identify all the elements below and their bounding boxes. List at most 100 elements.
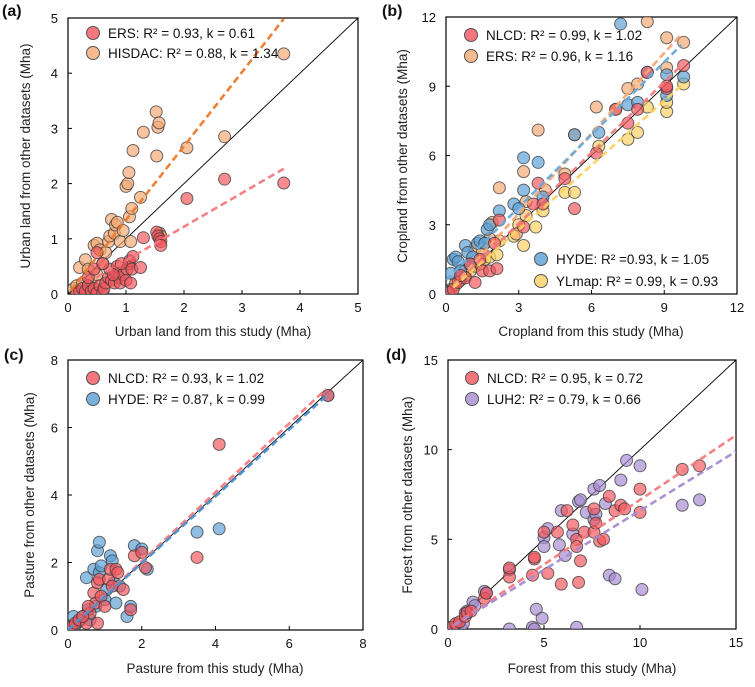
data-point-luh2 bbox=[620, 453, 634, 467]
data-point-hyde bbox=[517, 151, 531, 165]
y-axis-label: Forest from other datasets (Mha) bbox=[400, 396, 415, 593]
data-point-nlcd bbox=[554, 577, 568, 591]
legend-item: LUH2: R² = 0.79, k = 0.66 bbox=[465, 392, 641, 407]
legend-marker-icon bbox=[464, 28, 478, 42]
data-point-hyde bbox=[614, 17, 628, 31]
x-axis-label: Pasture from this study (Mha) bbox=[126, 661, 303, 676]
y-tick-label: 0 bbox=[51, 623, 58, 638]
data-point-luh2 bbox=[675, 498, 689, 512]
data-point-hyde bbox=[212, 522, 226, 536]
legend-marker-icon bbox=[86, 371, 100, 385]
data-point-ylmap bbox=[517, 239, 531, 253]
data-point-luh2 bbox=[635, 583, 649, 597]
data-point-ers bbox=[96, 257, 110, 271]
legend-item: ERS: R² = 0.93, k = 0.61 bbox=[86, 26, 255, 41]
legend-label: NLCD: R² = 0.95, k = 0.72 bbox=[487, 371, 643, 386]
data-point-nlcd bbox=[633, 482, 647, 496]
legend-marker-icon bbox=[534, 252, 548, 266]
fit-line-ylmap bbox=[452, 84, 683, 289]
data-point-nlcd bbox=[468, 275, 482, 289]
data-point-luh2 bbox=[535, 611, 549, 625]
data-point-hyde bbox=[568, 128, 582, 142]
plot-area bbox=[446, 17, 737, 294]
data-point-hisdac bbox=[149, 105, 163, 119]
x-axis-label: Cropland from this study (Mha) bbox=[498, 324, 683, 339]
data-point-hyde bbox=[190, 525, 204, 539]
data-point-hisdac bbox=[152, 116, 166, 130]
x-tick-label: 12 bbox=[730, 300, 744, 315]
plot-area bbox=[68, 360, 363, 630]
y-tick-label: 5 bbox=[51, 11, 58, 26]
data-point-ers bbox=[640, 17, 654, 29]
data-point-ers bbox=[492, 181, 506, 195]
data-point-luh2 bbox=[502, 622, 516, 629]
plot-area bbox=[448, 360, 736, 629]
y-tick-label: 2 bbox=[51, 556, 58, 571]
data-point-ers bbox=[589, 100, 603, 114]
data-point-nlcd bbox=[568, 202, 582, 216]
data-point-nlcd bbox=[98, 599, 112, 613]
x-tick-label: 8 bbox=[359, 636, 366, 651]
y-tick-label: 8 bbox=[51, 353, 58, 368]
data-point-hyde bbox=[517, 183, 531, 197]
data-point-nlcd bbox=[587, 502, 601, 516]
data-point-nlcd bbox=[572, 575, 586, 589]
panel-a: (a) Urban land from this study (Mha) Urb… bbox=[2, 3, 362, 339]
data-point-luh2 bbox=[593, 479, 607, 493]
y-tick-label: 3 bbox=[429, 218, 436, 233]
data-point-ers bbox=[517, 165, 531, 179]
fit-line-hisdac bbox=[69, 18, 285, 292]
data-point-luh2 bbox=[527, 622, 541, 629]
panel-d: (d) Forest from this study (Mha) Forest … bbox=[386, 347, 743, 676]
plot-frame bbox=[447, 359, 737, 630]
y-tick-label: 5 bbox=[431, 532, 438, 547]
y-tick-label: 4 bbox=[51, 488, 58, 503]
one-to-one-line bbox=[68, 18, 358, 294]
legend-label: NLCD: R² = 0.99, k = 1.02 bbox=[486, 28, 642, 43]
data-point-luh2 bbox=[570, 620, 584, 629]
data-point-luh2 bbox=[573, 493, 587, 507]
x-tick-label: 4 bbox=[296, 300, 303, 315]
data-point-nlcd bbox=[527, 550, 541, 564]
data-point-ers bbox=[531, 123, 545, 137]
x-tick-label: 2 bbox=[180, 300, 187, 315]
data-point-nlcd bbox=[111, 566, 125, 580]
y-tick-label: 9 bbox=[429, 79, 436, 94]
data-point-nlcd bbox=[566, 518, 580, 532]
data-point-ylmap bbox=[529, 220, 543, 234]
panel-label: (d) bbox=[386, 347, 406, 364]
data-point-hisdac bbox=[121, 177, 135, 191]
data-point-ers bbox=[218, 172, 232, 186]
legend-item: HYDE: R² =0.93, k = 1.05 bbox=[534, 252, 709, 267]
data-point-ers bbox=[124, 276, 138, 290]
data-point-ylmap bbox=[568, 185, 582, 199]
data-point-luh2 bbox=[552, 538, 566, 552]
legend-marker-icon bbox=[86, 26, 100, 40]
x-tick-label: 1 bbox=[122, 300, 129, 315]
x-tick-label: 0 bbox=[442, 300, 449, 315]
legend-item: HYDE: R² = 0.87, k = 0.99 bbox=[86, 392, 265, 407]
x-tick-label: 3 bbox=[238, 300, 245, 315]
x-axis-label: Forest from this study (Mha) bbox=[508, 661, 677, 676]
legend-label: ERS: R² = 0.96, k = 1.16 bbox=[486, 49, 633, 64]
data-point-nlcd bbox=[502, 561, 516, 575]
data-point-nlcd bbox=[212, 437, 226, 451]
x-tick-label: 10 bbox=[633, 635, 647, 650]
legend-marker-icon bbox=[465, 392, 479, 406]
y-axis-label: Urban land from other datasets (Mha) bbox=[18, 43, 33, 268]
panel-label: (b) bbox=[382, 3, 402, 20]
y-tick-label: 1 bbox=[51, 232, 58, 247]
y-tick-label: 6 bbox=[429, 149, 436, 164]
x-tick-label: 5 bbox=[354, 300, 361, 315]
data-point-luh2 bbox=[614, 473, 628, 487]
fit-line-hyde bbox=[446, 44, 683, 282]
data-point-hyde bbox=[677, 70, 691, 84]
data-point-hyde bbox=[109, 596, 123, 610]
data-point-ers bbox=[126, 249, 140, 263]
legend-label: HISDAC: R² = 0.88, k = 1.34 bbox=[108, 46, 279, 61]
legend-marker-icon bbox=[464, 49, 478, 63]
data-point-hisdac bbox=[124, 235, 138, 249]
data-point-hisdac bbox=[150, 149, 164, 163]
fit-line-ers bbox=[96, 167, 285, 279]
